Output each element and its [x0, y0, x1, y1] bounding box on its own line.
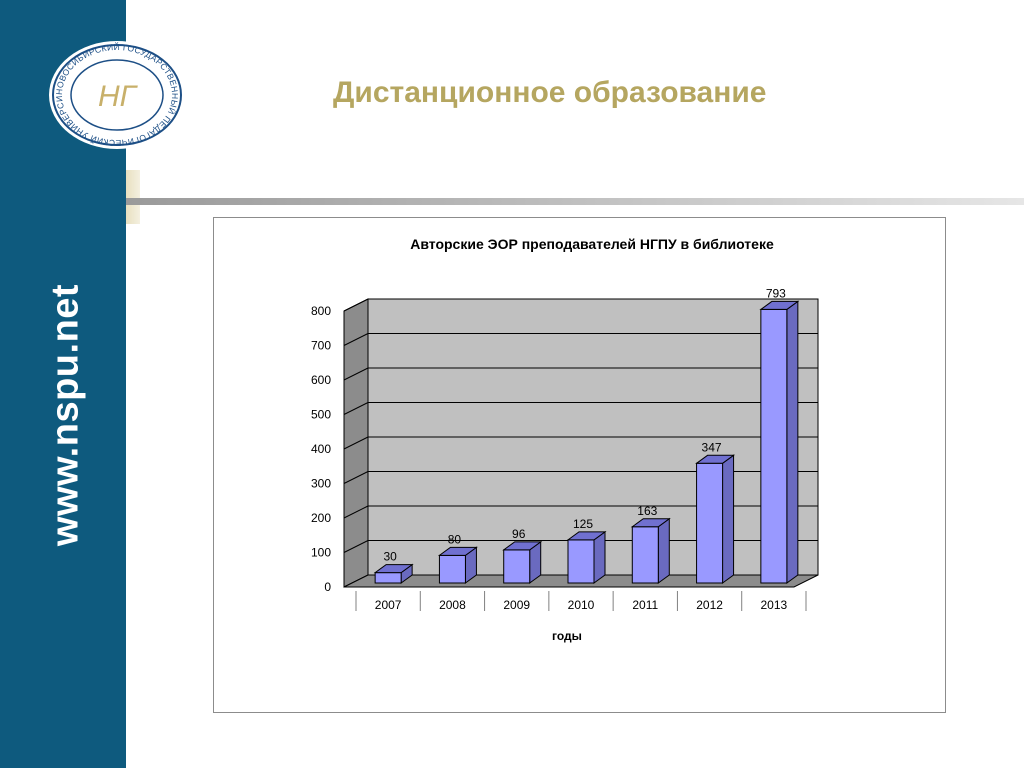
gridline-side [343, 402, 369, 415]
bar: 80 [437, 532, 478, 584]
bar: 793 [759, 286, 800, 584]
bar-top [502, 541, 543, 551]
y-tick-label: 700 [311, 339, 331, 353]
data-label: 347 [702, 440, 722, 454]
bar-top [630, 518, 671, 528]
x-tick-label: 2013 [761, 598, 788, 612]
data-label: 96 [512, 527, 526, 541]
title-divider [126, 198, 1024, 205]
bar-top [373, 564, 414, 574]
bar-front [631, 526, 659, 584]
x-axis-title: годы [552, 629, 582, 643]
bar-side [722, 454, 735, 584]
logo-monogram: НГ [98, 80, 139, 113]
x-tick-label: 2010 [568, 598, 595, 612]
bar-front [503, 549, 531, 584]
x-tick-label: 2012 [696, 598, 723, 612]
bar-side [593, 530, 606, 584]
bar: 347 [695, 440, 736, 584]
y-tick-label: 800 [311, 304, 331, 318]
gridline-side [343, 333, 369, 346]
gridline-side [343, 540, 369, 553]
x-tick-label: 2007 [375, 598, 402, 612]
bar-side [657, 517, 670, 584]
chart-title: Авторские ЭОР преподавателей НГПУ в библ… [410, 236, 774, 252]
gridline-side [343, 505, 369, 519]
x-tick-label: 2008 [439, 598, 466, 612]
gridline-side [343, 298, 369, 312]
bar-chart: Авторские ЭОР преподавателей НГПУ в библ… [311, 236, 819, 643]
bar-top [695, 454, 736, 464]
slide-title: Дистанционное образование [333, 76, 767, 109]
university-logo: НОВОСИБИРСКИЙ ГОСУДАРСТВЕННЫЙ ПЕДАГОГИЧЕ… [48, 40, 185, 149]
bar-top [437, 546, 478, 556]
gridline-side [343, 436, 369, 450]
y-tick-label: 400 [311, 442, 331, 456]
y-tick-label: 600 [311, 373, 331, 387]
bar-front [567, 539, 595, 584]
bar-front [696, 462, 724, 584]
chart-frame: Авторские ЭОР преподавателей НГПУ в библ… [213, 217, 946, 713]
site-url[interactable]: www.nspu.net [44, 283, 87, 547]
bar: 163 [630, 504, 671, 584]
bar-front [374, 572, 402, 584]
bar-top [566, 531, 607, 541]
bar-top [759, 300, 800, 310]
accent-block [126, 170, 140, 224]
data-label: 793 [766, 286, 786, 300]
gridline-side [343, 367, 369, 381]
y-tick-label: 100 [311, 546, 331, 560]
data-label: 125 [573, 517, 593, 531]
bar: 30 [373, 550, 414, 584]
y-tick-label: 300 [311, 477, 331, 491]
data-label: 30 [383, 550, 397, 564]
y-tick-label: 200 [311, 511, 331, 525]
y-tick-label: 0 [324, 580, 331, 594]
y-tick-label: 500 [311, 408, 331, 422]
bar-front [438, 554, 466, 584]
gridline-side [343, 471, 369, 484]
sidebar: НОВОСИБИРСКИЙ ГОСУДАРСТВЕННЫЙ ПЕДАГОГИЧЕ… [0, 0, 185, 768]
x-tick-label: 2011 [632, 598, 658, 612]
bar: 96 [502, 527, 543, 584]
data-label: 163 [637, 504, 657, 518]
bar-front [760, 308, 788, 584]
bar-side [786, 300, 799, 584]
data-label: 80 [448, 532, 462, 546]
bar: 125 [566, 517, 607, 584]
x-tick-label: 2009 [503, 598, 530, 612]
